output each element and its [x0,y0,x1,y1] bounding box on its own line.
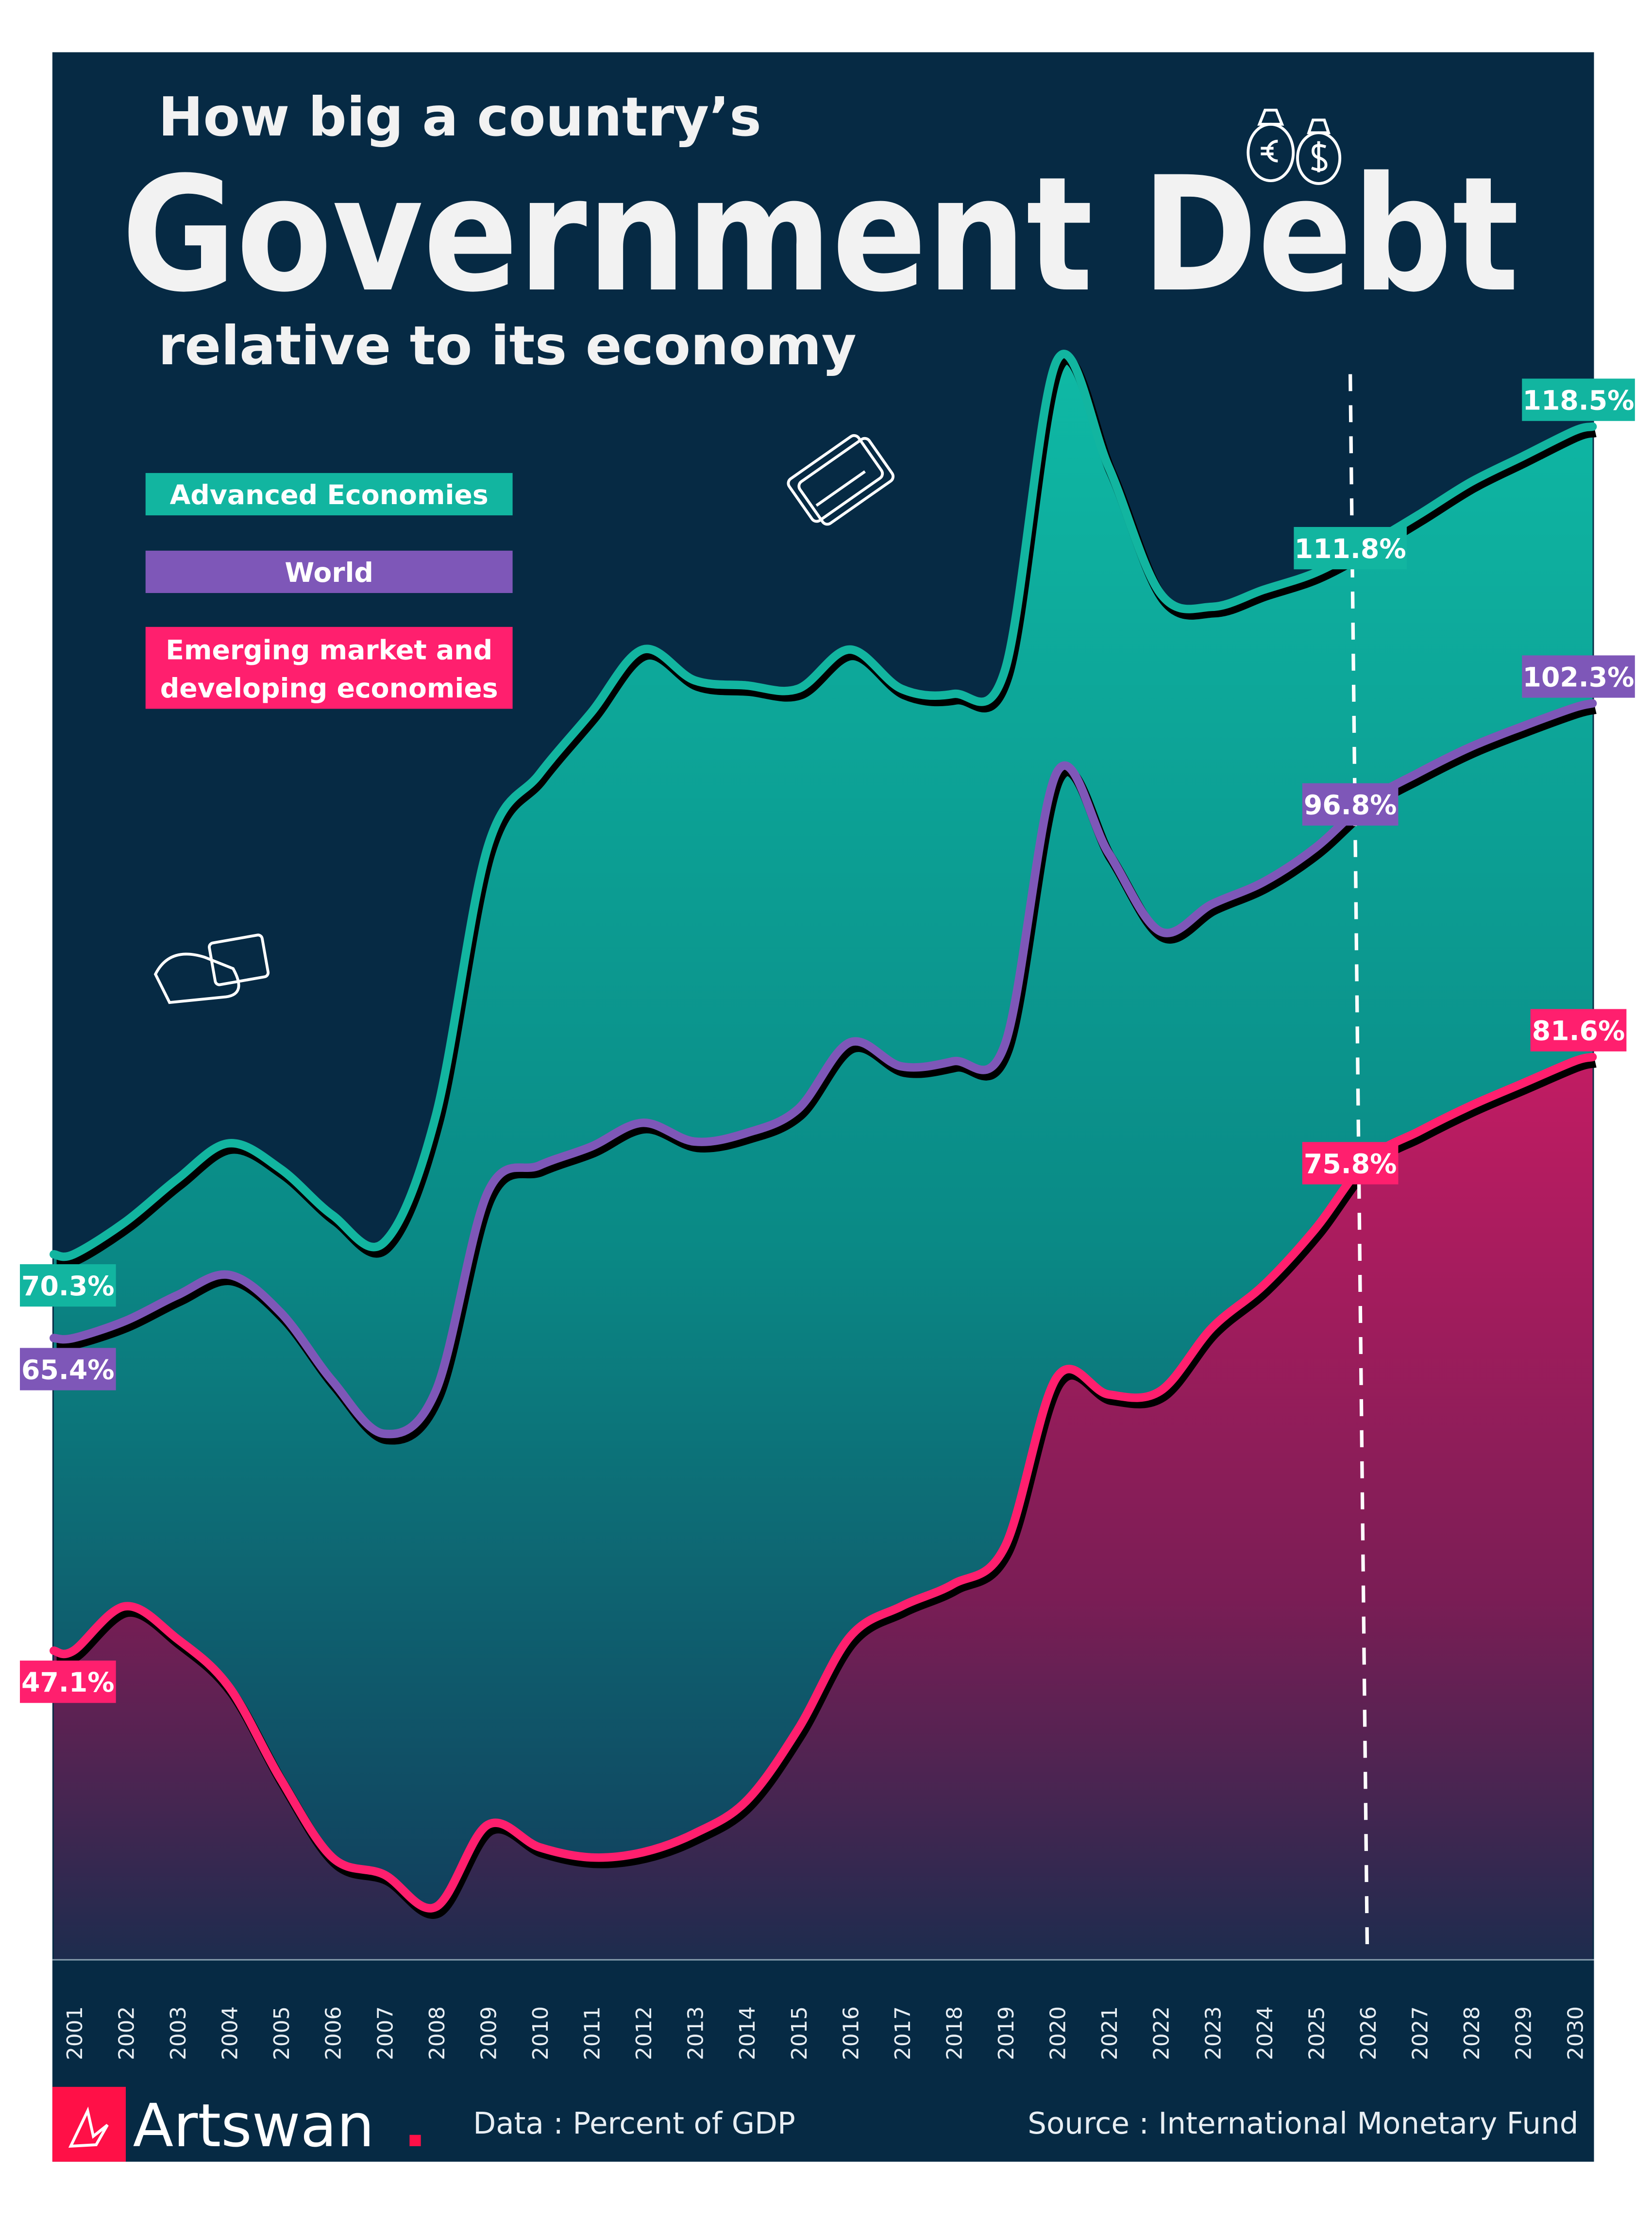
emerging-point-2001 [73,1650,74,1651]
x-tick-label-2021: 2021 [1098,2006,1122,2060]
x-axis-ticks: 2001 2002 2003 2004 2005 2006 2007 2008 2009 2010… [63,2006,1588,2060]
advanced-value-label-2030: 118.5% [1522,378,1635,421]
emerging-point-2007 [384,1874,385,1875]
x-tick-label-2028: 2028 [1460,2006,1484,2060]
emerging-point-2006 [332,1857,333,1858]
value-label-text: 70.3% [21,1271,115,1302]
world-value-label-2026: 96.8% [1302,783,1399,826]
emerging-point-2028 [1470,1105,1471,1106]
emerging-value-label-2001: 47.1% [19,1661,116,1703]
emerging-point-2017 [901,1606,902,1607]
legend: Advanced Economies World Emerging market… [145,473,513,709]
x-tick-label-2005: 2005 [270,2006,294,2060]
value-label-text: 47.1% [21,1667,115,1698]
legend-item-emerging: Emerging market and developing economies [145,627,513,709]
x-tick-label-2029: 2029 [1512,2006,1536,2060]
value-label-text: 102.3% [1523,662,1635,693]
world-point-2017 [901,1066,902,1067]
plot-area: 70.3% 111.8% 118.5% 65.4% 96.8% 102.3% 47.1% 75… [19,350,1635,1960]
emerging-point-2013 [694,1833,695,1834]
advanced-point-2014 [746,685,747,686]
emerging-point-2030 [1574,1061,1575,1062]
world-point-2013 [694,1141,695,1142]
x-tick-label-2013: 2013 [684,2006,708,2060]
world-point-2002 [125,1321,126,1322]
x-tick-label-2007: 2007 [373,2006,398,2060]
emerging-area [53,1057,1593,1960]
emerging-point-2002 [125,1606,126,1607]
value-label-text: 65.4% [21,1355,115,1386]
advanced-line [50,350,1597,1261]
legend-item-world: World [145,550,513,593]
brand-dot [409,2135,421,2146]
title-line-3: relative to its economy [158,315,857,377]
x-tick-label-2012: 2012 [632,2006,657,2060]
legend-item-advanced: Advanced Economies [145,473,513,516]
advanced-point-2018 [953,694,954,695]
x-tick-label-2024: 2024 [1253,2006,1278,2060]
world-value-label-2030: 102.3% [1522,655,1635,698]
swan-logo-icon [68,2106,109,2148]
emerging-line [50,1052,1597,1913]
footer: Artswan Data : Percent of GDP Source : I… [52,2086,1579,2162]
advanced-point-2012 [642,649,643,650]
value-label-text: 111.8% [1295,534,1406,565]
x-tick-label-2011: 2011 [581,2006,605,2060]
x-tick-label-2018: 2018 [943,2006,967,2060]
x-tick-label-2030: 2030 [1564,2006,1588,2060]
brand-name: Artswan [133,2091,374,2160]
emerging-point-2012 [642,1852,643,1853]
x-tick-label-2009: 2009 [477,2006,501,2060]
x-tick-label-2019: 2019 [995,2006,1019,2060]
x-tick-label-2002: 2002 [115,2006,139,2060]
advanced-value-label-2001: 70.3% [19,1264,116,1307]
value-label-text: 75.8% [1304,1149,1397,1180]
world-point-2029 [1522,726,1523,727]
data-note: Data : Percent of GDP [473,2106,795,2141]
legend-label-world: World [285,558,373,589]
x-tick-label-2022: 2022 [1150,2006,1174,2060]
emerging-point-2021 [1108,1394,1109,1395]
world-point-2005 [280,1312,281,1313]
advanced-point-2007 [384,1242,385,1243]
x-tick-label-2027: 2027 [1409,2006,1433,2060]
legend-label-advanced: Advanced Economies [170,480,489,511]
x-tick-label-2026: 2026 [1357,2006,1381,2060]
emerging-value-label-2026: 75.8% [1302,1142,1399,1185]
world-point-2001 [73,1338,74,1339]
world-point-2018 [953,1061,954,1062]
x-tick-label-2004: 2004 [219,2006,243,2060]
source-note: Source : International Monetary Fund [1028,2106,1578,2141]
x-tick-label-2008: 2008 [425,2006,450,2060]
x-tick-label-2001: 2001 [63,2006,87,2060]
world-value-label-2001: 65.4% [19,1348,116,1390]
x-tick-label-2014: 2014 [736,2006,760,2060]
world-point-2014 [746,1133,747,1134]
legend-label-emerging-2: developing economies [160,673,498,704]
page-title: Government Debt [121,143,1519,327]
value-label-text: 81.6% [1532,1016,1625,1047]
money-bags-icon [1247,108,1342,185]
advanced-value-label-2026: 111.8% [1294,527,1407,570]
x-tick-label-2010: 2010 [529,2006,553,2060]
x-tick-label-2015: 2015 [788,2006,812,2060]
value-label-text: 96.8% [1304,790,1397,821]
x-tick-label-2006: 2006 [322,2006,346,2060]
value-label-text: 118.5% [1523,386,1635,417]
x-tick-label-2020: 2020 [1046,2006,1071,2060]
credit-cards-icon [787,434,895,526]
cash-hand-icon [153,933,270,1004]
x-tick-label-2016: 2016 [839,2006,863,2060]
brand-logo-icon [52,2086,126,2162]
advanced-point-2001 [73,1254,74,1255]
x-tick-label-2017: 2017 [891,2006,915,2060]
x-tick-label-2003: 2003 [167,2006,191,2060]
x-tick-label-2025: 2025 [1305,2006,1329,2060]
emerging-value-label-2030: 81.6% [1530,1009,1627,1051]
title-line-1: How big a country’s [158,86,761,149]
x-tick-label-2023: 2023 [1201,2006,1226,2060]
legend-label-emerging-1: Emerging market and [166,635,492,666]
